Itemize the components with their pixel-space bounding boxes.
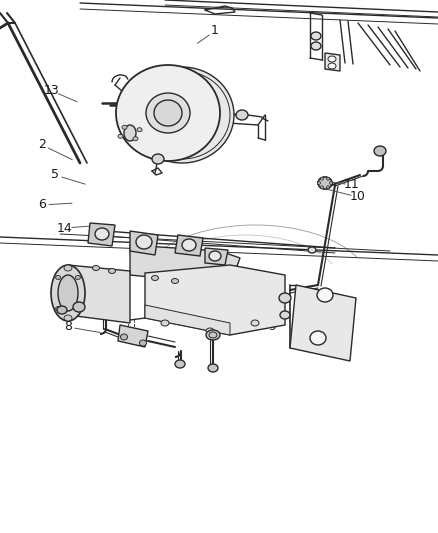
Text: 1: 1 bbox=[211, 25, 219, 37]
Ellipse shape bbox=[182, 239, 196, 251]
Ellipse shape bbox=[56, 306, 60, 311]
Text: 13: 13 bbox=[44, 85, 60, 98]
Ellipse shape bbox=[209, 332, 217, 338]
Text: 11: 11 bbox=[344, 179, 360, 191]
Ellipse shape bbox=[73, 302, 85, 312]
Text: 8: 8 bbox=[64, 320, 72, 334]
Ellipse shape bbox=[92, 265, 99, 271]
Ellipse shape bbox=[137, 128, 142, 132]
Polygon shape bbox=[118, 325, 148, 347]
Ellipse shape bbox=[154, 100, 182, 126]
Text: 14: 14 bbox=[57, 222, 73, 235]
Ellipse shape bbox=[236, 110, 248, 120]
Ellipse shape bbox=[133, 137, 138, 141]
Ellipse shape bbox=[139, 340, 146, 346]
Polygon shape bbox=[130, 245, 240, 285]
Polygon shape bbox=[145, 305, 230, 335]
Ellipse shape bbox=[326, 186, 329, 189]
Ellipse shape bbox=[317, 288, 333, 302]
Ellipse shape bbox=[321, 177, 324, 180]
Ellipse shape bbox=[57, 306, 67, 314]
Ellipse shape bbox=[122, 125, 127, 130]
Ellipse shape bbox=[175, 360, 185, 368]
Ellipse shape bbox=[120, 334, 127, 340]
Ellipse shape bbox=[328, 63, 336, 69]
Ellipse shape bbox=[116, 65, 220, 161]
Polygon shape bbox=[68, 265, 130, 323]
Ellipse shape bbox=[328, 56, 336, 62]
Polygon shape bbox=[130, 231, 158, 255]
Ellipse shape bbox=[152, 154, 164, 164]
Polygon shape bbox=[175, 235, 203, 256]
Ellipse shape bbox=[269, 303, 275, 308]
Ellipse shape bbox=[56, 276, 60, 279]
Ellipse shape bbox=[310, 331, 326, 345]
Text: 9: 9 bbox=[268, 320, 276, 334]
Ellipse shape bbox=[124, 125, 136, 141]
Ellipse shape bbox=[209, 251, 221, 261]
Polygon shape bbox=[290, 285, 356, 361]
Ellipse shape bbox=[64, 315, 72, 321]
Text: 2: 2 bbox=[38, 139, 46, 151]
Ellipse shape bbox=[251, 320, 259, 326]
Polygon shape bbox=[325, 53, 340, 71]
Ellipse shape bbox=[130, 67, 234, 163]
Ellipse shape bbox=[208, 364, 218, 372]
Ellipse shape bbox=[280, 311, 290, 319]
Polygon shape bbox=[145, 265, 285, 335]
Text: 6: 6 bbox=[38, 198, 46, 212]
Ellipse shape bbox=[318, 182, 321, 184]
Ellipse shape bbox=[136, 235, 152, 249]
Ellipse shape bbox=[374, 146, 386, 156]
Ellipse shape bbox=[75, 276, 81, 279]
Ellipse shape bbox=[318, 177, 332, 189]
Ellipse shape bbox=[51, 265, 85, 321]
Ellipse shape bbox=[318, 177, 332, 189]
Ellipse shape bbox=[172, 279, 179, 284]
Ellipse shape bbox=[326, 177, 329, 180]
Ellipse shape bbox=[311, 42, 321, 50]
Ellipse shape bbox=[95, 228, 109, 240]
Ellipse shape bbox=[321, 186, 324, 189]
Text: 12: 12 bbox=[167, 67, 183, 79]
Ellipse shape bbox=[64, 265, 72, 271]
Ellipse shape bbox=[146, 93, 190, 133]
Ellipse shape bbox=[161, 320, 169, 326]
Ellipse shape bbox=[206, 328, 214, 334]
Ellipse shape bbox=[118, 134, 123, 138]
Ellipse shape bbox=[109, 269, 116, 273]
Polygon shape bbox=[205, 248, 228, 265]
Ellipse shape bbox=[329, 182, 332, 184]
Ellipse shape bbox=[311, 32, 321, 40]
Ellipse shape bbox=[75, 306, 81, 311]
Text: 10: 10 bbox=[350, 190, 366, 204]
Polygon shape bbox=[88, 223, 115, 246]
Text: 5: 5 bbox=[51, 168, 59, 182]
Ellipse shape bbox=[152, 276, 159, 280]
Ellipse shape bbox=[308, 247, 316, 253]
Ellipse shape bbox=[279, 293, 291, 303]
Ellipse shape bbox=[58, 275, 78, 311]
Ellipse shape bbox=[206, 330, 220, 340]
